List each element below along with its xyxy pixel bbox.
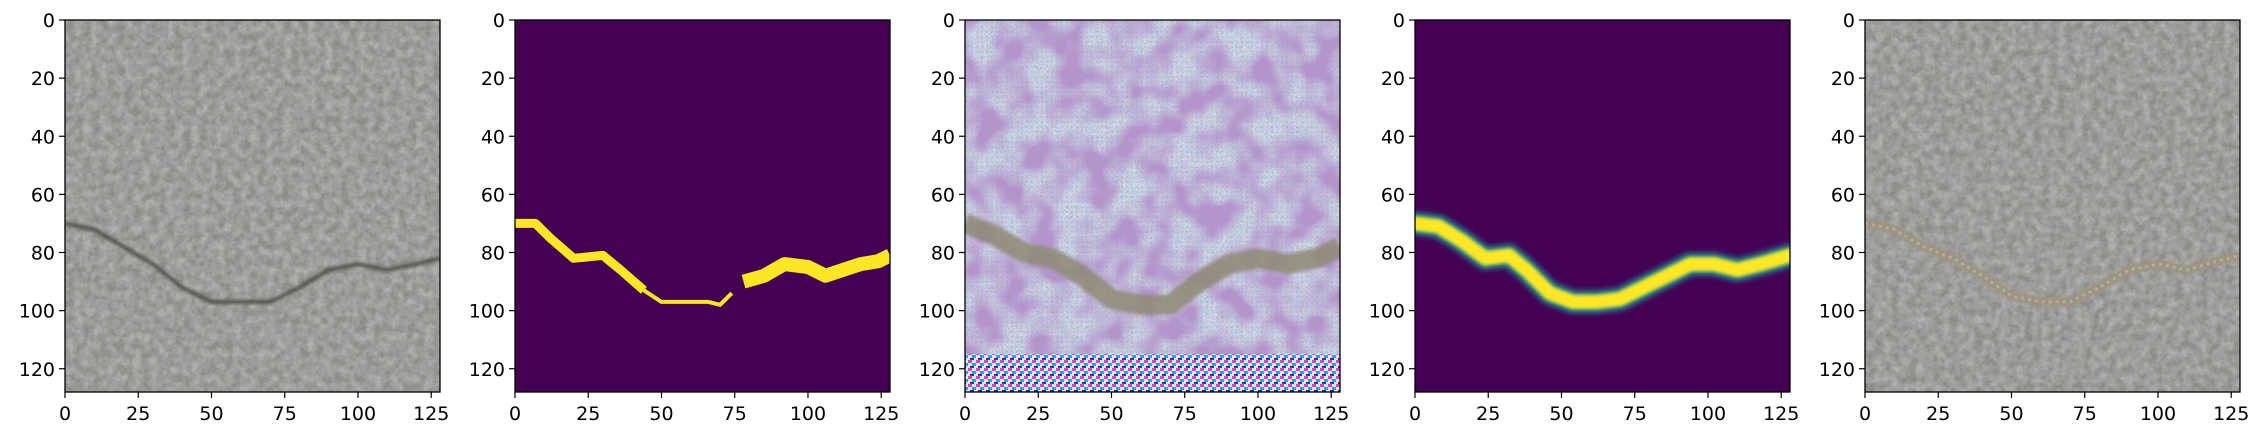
axes-frame <box>964 19 1341 393</box>
mask-background <box>515 20 890 392</box>
y-tick-label: 100 <box>1819 301 1855 323</box>
y-tick-label: 100 <box>469 301 505 323</box>
y-tick-label: 20 <box>1381 68 1405 90</box>
y-tick-label: 40 <box>1831 126 1855 148</box>
crack-mask-segment <box>741 249 890 289</box>
x-tick-label: 125 <box>863 403 899 425</box>
x-tick-label: 75 <box>1173 403 1197 425</box>
y-tick-label: 0 <box>1843 10 1855 32</box>
subplot-5: 0 25 50 75 100 125 0 20 40 60 80 100 120 <box>1819 10 2250 425</box>
y-tick-label: 20 <box>481 68 505 90</box>
axes-frame <box>1414 19 1791 393</box>
x-tick-label: 100 <box>790 403 826 425</box>
x-tick-label: 50 <box>649 403 673 425</box>
y-tick-label: 60 <box>481 184 505 206</box>
crack-probability-core <box>1415 216 1790 309</box>
x-tick-label: 0 <box>509 403 521 425</box>
x-tick-label: 25 <box>1926 403 1950 425</box>
x-tick-label: 25 <box>576 403 600 425</box>
artifact-band <box>965 354 1340 392</box>
y-tick-label: 40 <box>931 126 955 148</box>
crack-mask-segment <box>642 288 734 307</box>
axes-frame <box>1864 19 2241 393</box>
x-tick-label: 75 <box>1623 403 1647 425</box>
x-tick-label: 0 <box>1859 403 1871 425</box>
crack-overlay-texture <box>1865 221 2240 304</box>
subplot-3: 0 25 50 75 100 125 0 20 40 60 80 100 120 <box>919 10 1350 425</box>
axes-frame <box>64 19 441 393</box>
mask-background <box>1415 20 1790 392</box>
y-tick-label: 0 <box>43 10 55 32</box>
x-tick-label: 0 <box>959 403 971 425</box>
y-tick-label: 0 <box>493 10 505 32</box>
x-tick-label: 75 <box>723 403 747 425</box>
y-tick-label: 80 <box>1831 243 1855 265</box>
x-tick-label: 0 <box>59 403 71 425</box>
y-tick-label: 120 <box>919 359 955 381</box>
image-area <box>965 20 1340 392</box>
image-area <box>1415 20 1790 392</box>
concrete-photo <box>65 20 440 392</box>
x-tick-label: 100 <box>1240 403 1276 425</box>
x-tick-label: 75 <box>273 403 297 425</box>
y-tick-label: 40 <box>31 126 55 148</box>
x-tick-label: 125 <box>1313 403 1349 425</box>
x-tick-label: 50 <box>1999 403 2023 425</box>
y-tick-label: 40 <box>481 126 505 148</box>
y-tick-label: 60 <box>1381 184 1405 206</box>
y-tick-label: 0 <box>943 10 955 32</box>
image-area <box>1865 20 2240 392</box>
y-tick-label: 20 <box>31 68 55 90</box>
concrete-speckle <box>65 20 440 392</box>
y-tick-label: 80 <box>1381 243 1405 265</box>
y-tick-label: 20 <box>931 68 955 90</box>
y-tick-label: 20 <box>1831 68 1855 90</box>
y-tick-label: 120 <box>19 359 55 381</box>
y-tick-label: 60 <box>1831 184 1855 206</box>
y-tick-label: 0 <box>1393 10 1405 32</box>
y-tick-label: 80 <box>931 243 955 265</box>
x-tick-label: 25 <box>1026 403 1050 425</box>
axes-frame <box>514 19 891 393</box>
subplot-4: 0 25 50 75 100 125 0 20 40 60 80 100 120 <box>1369 10 1800 425</box>
y-tick-label: 120 <box>1819 359 1855 381</box>
concrete-speckle <box>1865 20 2240 392</box>
crack-mask-segment <box>515 218 647 294</box>
x-tick-label: 0 <box>1409 403 1421 425</box>
x-tick-label: 125 <box>413 403 449 425</box>
x-tick-label: 75 <box>2073 403 2097 425</box>
x-tick-label: 100 <box>1690 403 1726 425</box>
y-tick-label: 80 <box>31 243 55 265</box>
x-tick-label: 125 <box>2213 403 2249 425</box>
y-tick-label: 40 <box>1381 126 1405 148</box>
subplot-1: 0 25 50 75 100 125 0 20 40 60 80 100 120 <box>19 10 450 425</box>
y-tick-label: 100 <box>19 301 55 323</box>
image-area <box>65 20 440 392</box>
y-tick-label: 60 <box>931 184 955 206</box>
x-tick-label: 50 <box>199 403 223 425</box>
generated-texture <box>965 20 1340 392</box>
subplot-2: 0 25 50 75 100 125 0 20 40 60 80 100 120 <box>469 10 900 425</box>
y-tick-label: 120 <box>1369 359 1405 381</box>
image-area <box>515 20 890 392</box>
x-tick-label: 125 <box>1763 403 1799 425</box>
x-tick-label: 25 <box>1476 403 1500 425</box>
crack-line <box>65 221 440 304</box>
x-tick-label: 50 <box>1549 403 1573 425</box>
y-tick-label: 60 <box>31 184 55 206</box>
concrete-photo <box>1865 20 2240 392</box>
y-tick-label: 100 <box>1369 301 1405 323</box>
x-tick-label: 50 <box>1099 403 1123 425</box>
y-tick-label: 120 <box>469 359 505 381</box>
y-tick-label: 100 <box>919 301 955 323</box>
y-tick-label: 80 <box>481 243 505 265</box>
x-tick-label: 100 <box>2140 403 2176 425</box>
x-tick-label: 100 <box>340 403 376 425</box>
crack-line <box>965 214 1340 315</box>
x-tick-label: 25 <box>126 403 150 425</box>
